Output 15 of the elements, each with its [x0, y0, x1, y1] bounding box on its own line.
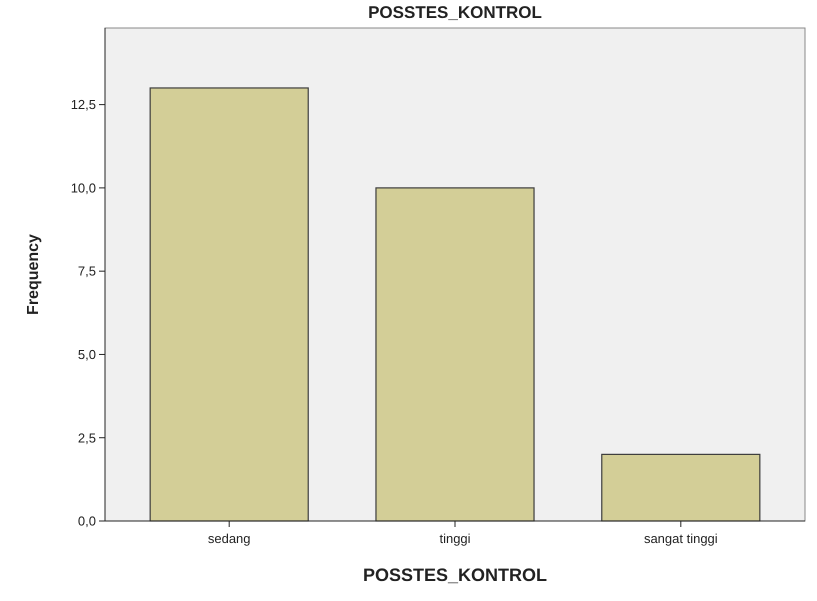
- bar: [150, 87, 309, 522]
- x-axis-title: POSSTES_KONTROL: [362, 565, 548, 585]
- y-tick-label: 5,0: [78, 346, 96, 362]
- x-tick-label: sangat tinggi: [644, 531, 718, 546]
- y-axis-title: Frequency: [25, 234, 42, 315]
- bar: [375, 187, 535, 522]
- x-tick-label: tinggi: [439, 531, 471, 546]
- chart-title: POSSTES_KONTROL: [368, 3, 542, 22]
- y-tick-label: 0,0: [78, 514, 96, 529]
- y-tick-label: 12,5: [70, 97, 96, 112]
- bar: [601, 454, 760, 522]
- y-tick-label: 2,5: [78, 430, 96, 446]
- y-tick-label: 7,5: [78, 264, 96, 279]
- y-tick-label: 10,0: [70, 180, 96, 196]
- x-tick-label: sedang: [208, 531, 251, 546]
